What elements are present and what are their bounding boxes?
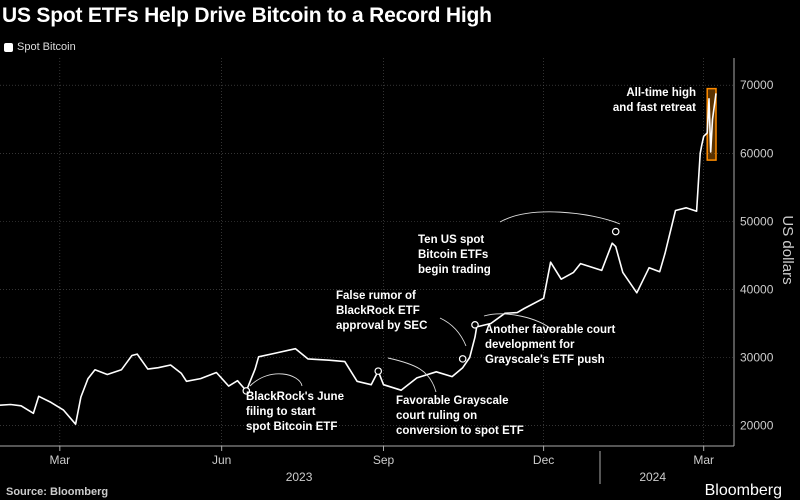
grid-y: [0, 84, 734, 426]
x-tick-label: Sep: [373, 453, 395, 467]
year-label: 2024: [639, 470, 666, 484]
legend-swatch: [4, 42, 13, 52]
marker-blackrock-june: [242, 387, 251, 395]
annotation-line: begin trading: [418, 264, 491, 276]
annotation-line: Another favorable court: [485, 324, 616, 336]
leader-blackrock-june: [249, 373, 303, 387]
leader-false-rumor: [439, 317, 467, 347]
annotation-line: Ten US spot: [418, 234, 484, 246]
annotation-line: Favorable Grayscale: [396, 395, 509, 407]
y-tick-label: 50000: [740, 214, 774, 228]
y-tick-label: 70000: [740, 78, 774, 92]
annotation-line: court ruling on: [396, 410, 477, 422]
annotation-grayscale-ruling: Favorable Grayscale court ruling on conver…: [396, 395, 524, 437]
source-note: Source: Bloomberg: [6, 486, 109, 498]
annotation-line: spot Bitcoin ETF: [246, 421, 337, 433]
marker-grayscale-ruling: [374, 367, 383, 375]
annotation-false-rumor: False rumor of BlackRock ETF approval by S…: [336, 290, 427, 332]
y-tick-label: 40000: [740, 282, 774, 296]
leader-ten-etfs: [499, 211, 621, 225]
annotation-line: False rumor of: [336, 290, 416, 302]
annotation-blackrock-june: BlackRock's June filing to start spot Bitc…: [246, 391, 344, 433]
y-tick-label: 20000: [740, 419, 774, 433]
y-tick-label: 30000: [740, 351, 774, 365]
annotation-line: and fast retreat: [613, 102, 696, 114]
annotation-texts: BlackRock's June filing to start spot Bitc…: [246, 87, 696, 437]
annotation-line: filing to start: [246, 406, 316, 418]
marker-another-court: [471, 321, 479, 329]
year-label: 2023: [286, 470, 313, 484]
annotation-line: BlackRock's June: [246, 391, 344, 403]
annotation-line: Grayscale's ETF push: [485, 354, 605, 366]
x-tick-label: Mar: [693, 453, 714, 467]
leader-grayscale-ruling: [387, 357, 437, 393]
grid-x: [59, 58, 705, 451]
year-labels: 2023 2024: [286, 470, 667, 484]
chart-title: US Spot ETFs Help Drive Bitcoin to a Rec…: [2, 4, 492, 27]
y-axis-label: US dollars: [779, 215, 796, 284]
brand-logo-text: Bloomberg: [704, 482, 782, 499]
leader-another-court: [483, 313, 553, 331]
series-line-spot-bitcoin: [0, 93, 717, 425]
annotation-line: conversion to spot ETF: [396, 425, 524, 437]
legend-label: Spot Bitcoin: [17, 41, 76, 53]
annotation-line: All-time high: [626, 87, 696, 99]
x-tick-label: Mar: [49, 453, 70, 467]
y-tick-label: 60000: [740, 146, 774, 160]
y-tick-labels: 20000 30000 40000 50000 60000 70000: [740, 78, 774, 432]
axis-frame: [0, 58, 735, 484]
annotation-line: approval by SEC: [336, 320, 427, 332]
annotation-leaders: [242, 211, 621, 395]
marker-ten-etfs: [611, 227, 620, 236]
x-tick-label: Dec: [533, 453, 554, 467]
marker-false-rumor: [458, 355, 467, 363]
series-line-group: [0, 93, 717, 425]
x-tick-label: Jun: [212, 453, 231, 467]
legend: Spot Bitcoin: [4, 41, 76, 53]
annotation-line: development for: [485, 339, 575, 351]
annotation-ten-etfs: Ten US spot Bitcoin ETFs begin trading: [418, 234, 491, 276]
x-tick-labels: Mar Jun Sep Dec Mar: [49, 453, 714, 467]
annotation-line: BlackRock ETF: [336, 305, 420, 317]
annotation-another-court: Another favorable court development for Gr…: [485, 324, 616, 366]
annotation-line: Bitcoin ETFs: [418, 249, 488, 261]
annotation-ath: All-time high and fast retreat: [613, 87, 696, 114]
